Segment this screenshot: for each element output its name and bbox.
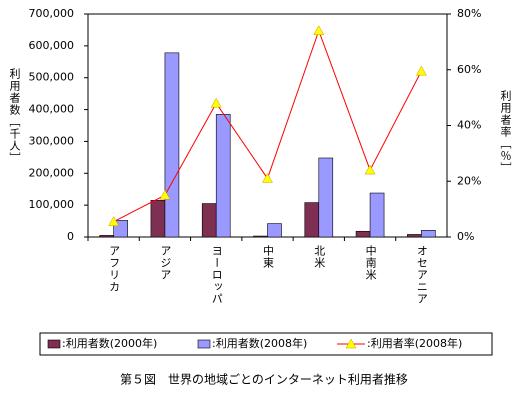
rate-marker [415, 65, 427, 76]
y2-tick-label: 20% [457, 174, 481, 187]
y2-tick-label: 60% [457, 63, 481, 76]
bar [267, 223, 282, 238]
legend-box [39, 332, 493, 356]
legend-label: :利用者数(2000年) [62, 336, 157, 350]
x-tick-label: 北米 [313, 245, 326, 269]
rate-marker [364, 164, 376, 175]
rate-marker [159, 189, 171, 200]
y-tick-label: 500,000 [29, 71, 75, 84]
rate-marker [210, 97, 222, 108]
bar [253, 235, 268, 238]
legend-swatch [47, 339, 61, 349]
bar [99, 235, 114, 238]
x-tick-label: オセアニア [415, 245, 428, 305]
legend-label: :利用者率(2008年) [367, 336, 462, 350]
legend-marker [345, 338, 357, 349]
x-tick-label: 中南米 [364, 245, 377, 281]
bar [304, 202, 320, 238]
y2-tick-label: 0% [457, 230, 474, 243]
y-tick-label: 400,000 [29, 103, 75, 116]
y2-tick-label: 40% [457, 119, 481, 132]
y-tick-label: 700,000 [29, 7, 75, 20]
rate-marker [313, 25, 325, 35]
bar [201, 203, 217, 238]
x-tick-label: 中東 [262, 245, 275, 269]
bar [355, 230, 371, 238]
x-tick-label: アフリカ [108, 245, 121, 293]
y-tick-label: 100,000 [29, 198, 75, 211]
bar [421, 230, 436, 238]
bar [369, 192, 385, 238]
y2-tick-label: 80% [457, 7, 481, 20]
bar [164, 52, 180, 238]
y-tick-label: 200,000 [29, 166, 75, 179]
y2-axis-title: 利用者率［％］ [499, 90, 512, 174]
legend-swatch [197, 339, 211, 349]
x-tick-label: ヨーロッパ [210, 245, 223, 305]
rate-marker [108, 216, 120, 226]
rate-marker [262, 172, 273, 183]
bar [215, 114, 231, 238]
bar [407, 234, 422, 238]
x-tick-label: アジア [159, 245, 172, 281]
caption: 第５図 世界の地域ごとのインターネット利用者推移 [120, 372, 408, 387]
bar [150, 200, 166, 238]
y-tick-label: 0 [67, 230, 74, 243]
legend-label: :利用者数(2008年) [212, 336, 307, 350]
y-tick-label: 600,000 [29, 39, 75, 52]
y-tick-label: 300,000 [29, 134, 75, 147]
y-axis-title: 利用者数［千人］ [8, 68, 21, 164]
bar [318, 157, 334, 238]
